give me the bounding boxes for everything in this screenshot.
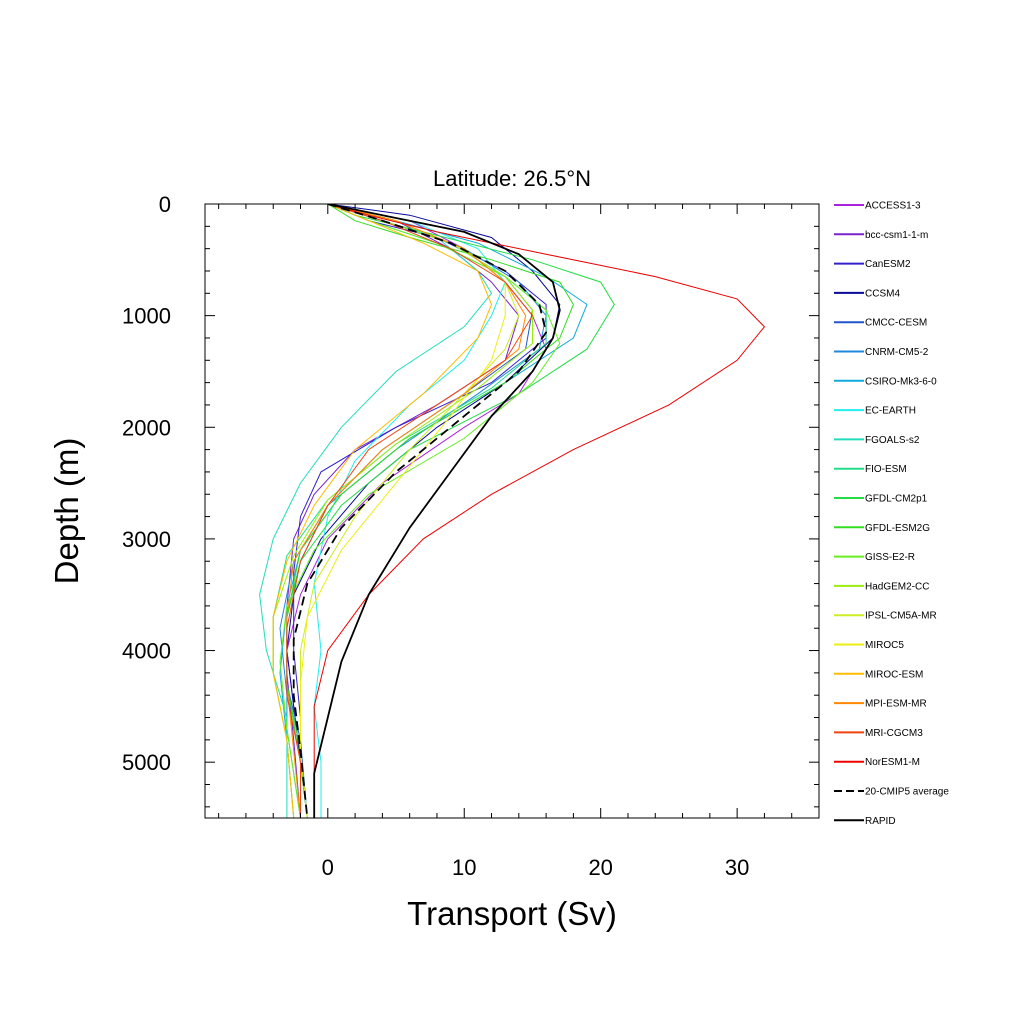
- legend-item: CSIRO-Mk3-6-0: [834, 376, 937, 387]
- series-line-gfdl-cm2p1: [286, 204, 615, 818]
- series-line-ipsl-cm5a-mr: [300, 204, 520, 818]
- series-line-bcc-csm1-1-m: [286, 204, 520, 818]
- series-line-noresm1-m: [313, 204, 766, 818]
- series-line-hadgem2-cc: [272, 204, 533, 818]
- series-line-rapid: [313, 204, 561, 818]
- y-tick-label: 3000: [122, 527, 171, 552]
- series-line-cmcc-cesm: [286, 204, 534, 818]
- legend-item: ACCESS1-3: [834, 201, 921, 212]
- y-tick-label: 4000: [122, 639, 171, 664]
- legend-item: GFDL-CM2p1: [834, 494, 928, 505]
- y-tick-label: 1000: [122, 304, 171, 329]
- legend-item: 20-CMIP5 average: [834, 787, 949, 798]
- legend-item: MIROC-ESM: [834, 669, 923, 680]
- series-line-giss-e2-r: [279, 204, 561, 818]
- legend-label: MRI-CGCM3: [865, 728, 923, 739]
- series-line-canesm2: [293, 204, 547, 818]
- legend-label: CCSM4: [865, 288, 900, 299]
- legend-label: CSIRO-Mk3-6-0: [865, 376, 937, 387]
- axis-layer: 0 10 20 30 0 1000 2000 3000 4000 5000: [122, 192, 819, 880]
- y-tick-label: 2000: [122, 415, 171, 440]
- series-line-mri-cgcm3: [286, 204, 534, 818]
- legend-item: RAPID: [834, 816, 896, 827]
- series-line-ccsm4: [286, 204, 561, 818]
- legend-item: MPI-ESM-MR: [834, 699, 927, 710]
- x-axis-label: Transport (Sv): [407, 895, 617, 932]
- plot-frame: [204, 203, 820, 819]
- x-tick-label: 20: [588, 855, 612, 880]
- legend-item: CanESM2: [834, 259, 911, 270]
- legend-label: MIROC-ESM: [865, 669, 923, 680]
- legend-label: HadGEM2-CC: [865, 581, 929, 592]
- legend-label: GFDL-CM2p1: [865, 494, 928, 505]
- series-layer: [259, 204, 766, 818]
- legend-label: FGOALS-s2: [865, 435, 920, 446]
- series-line-miroc5: [300, 204, 506, 818]
- legend-label: CanESM2: [865, 259, 911, 270]
- legend-label: CNRM-CM5-2: [865, 347, 929, 358]
- legend-label: 20-CMIP5 average: [865, 787, 949, 798]
- x-tick-label: 30: [725, 855, 749, 880]
- legend-label: MPI-ESM-MR: [865, 699, 927, 710]
- legend-label: EC-EARTH: [865, 406, 916, 417]
- legend-label: RAPID: [865, 816, 896, 827]
- legend-item: GFDL-ESM2G: [834, 523, 930, 534]
- legend-label: MIROC5: [865, 640, 904, 651]
- legend-label: GISS-E2-R: [865, 552, 915, 563]
- legend-label: ACCESS1-3: [865, 201, 921, 212]
- legend-item: bcc-csm1-1-m: [834, 230, 928, 241]
- x-tick-label: 0: [322, 855, 334, 880]
- legend-item: FGOALS-s2: [834, 435, 920, 446]
- legend-item: MRI-CGCM3: [834, 728, 923, 739]
- legend-label: bcc-csm1-1-m: [865, 230, 928, 241]
- legend-label: CMCC-CESM: [865, 318, 927, 329]
- legend-item: CMCC-CESM: [834, 318, 927, 329]
- legend-item: NorESM1-M: [834, 757, 920, 768]
- y-tick-label: 0: [159, 192, 171, 217]
- legend-label: FIO-ESM: [865, 464, 907, 475]
- legend-item: IPSL-CM5A-MR: [834, 611, 937, 622]
- legend-label: IPSL-CM5A-MR: [865, 611, 937, 622]
- legend-item: MIROC5: [834, 640, 904, 651]
- legend-item: FIO-ESM: [834, 464, 907, 475]
- series-line-fgoals-s2: [259, 204, 493, 818]
- legend-item: CCSM4: [834, 288, 900, 299]
- legend-item: GISS-E2-R: [834, 552, 915, 563]
- legend-label: NorESM1-M: [865, 757, 920, 768]
- x-tick-label: 10: [452, 855, 476, 880]
- chart-title: Latitude: 26.5°N: [433, 166, 591, 191]
- legend-item: HadGEM2-CC: [834, 581, 929, 592]
- y-tick-label: 5000: [122, 750, 171, 775]
- legend-item: CNRM-CM5-2: [834, 347, 929, 358]
- series-line-ec-earth: [313, 204, 506, 818]
- legend: ACCESS1-3 bcc-csm1-1-m CanESM2 CCSM4 CMCC-CE…: [834, 201, 949, 827]
- y-axis-label: Depth (m): [48, 438, 85, 585]
- series-line-20-cmip5-average: [292, 204, 548, 818]
- legend-item: EC-EARTH: [834, 406, 916, 417]
- series-line-miroc-esm: [272, 204, 493, 818]
- legend-label: GFDL-ESM2G: [865, 523, 930, 534]
